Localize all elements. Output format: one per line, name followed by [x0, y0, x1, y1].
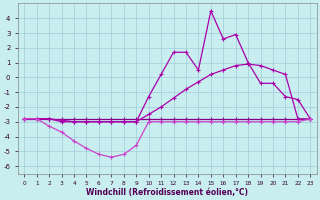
- X-axis label: Windchill (Refroidissement éolien,°C): Windchill (Refroidissement éolien,°C): [86, 188, 248, 197]
